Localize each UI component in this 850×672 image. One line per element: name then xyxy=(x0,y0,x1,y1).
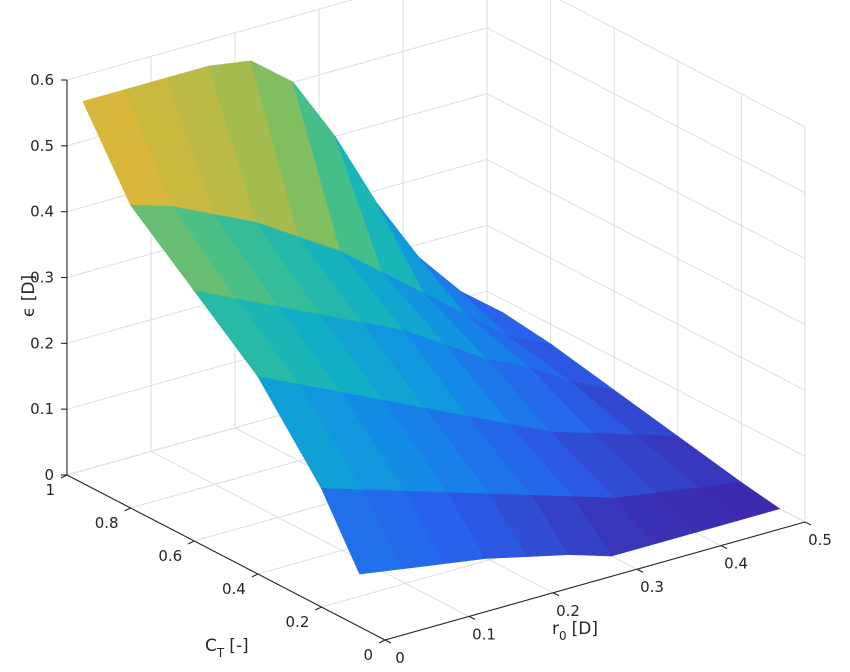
y-axis-line xyxy=(66,474,386,641)
x-tick-mark xyxy=(552,592,560,597)
x-tick-label: 0.4 xyxy=(724,555,748,573)
z-tick-label: 0.1 xyxy=(30,400,54,418)
labels-layer: ϵ [D] CT [-] r0 [D] 00.10.20.30.40.500.20.… xyxy=(19,71,832,667)
z-axis-label: ϵ [D] xyxy=(19,275,39,317)
y-tick-mark xyxy=(187,540,195,545)
y-tick-mark xyxy=(315,606,322,611)
z-tick-label: 0.4 xyxy=(30,203,54,221)
surface-layer xyxy=(82,60,781,575)
y-tick-mark xyxy=(378,639,386,644)
grid-line-z xyxy=(66,290,806,457)
x-tick-label: 0 xyxy=(395,649,405,667)
y-axis-label-unit: [-] xyxy=(229,636,248,656)
x-axis-label-main: r xyxy=(552,619,559,639)
y-tick-mark xyxy=(124,507,131,512)
axes-layer xyxy=(60,79,812,644)
y-axis-label-main: C xyxy=(205,636,217,656)
grid-line-z xyxy=(66,0,806,128)
x-tick-label: 0.2 xyxy=(556,602,580,620)
y-tick-label: 0.2 xyxy=(286,613,310,631)
y-tick-label: 0.6 xyxy=(158,547,182,565)
y-tick-label: 0.4 xyxy=(222,580,246,598)
x-tick-mark xyxy=(468,615,476,620)
z-tick-label: 0 xyxy=(44,466,54,484)
z-tick-label: 0.6 xyxy=(30,71,54,89)
x-axis-label-unit: [D] xyxy=(572,619,598,639)
y-tick-label: 0 xyxy=(363,646,373,664)
surface-patch xyxy=(698,482,781,521)
z-tick-label: 0.3 xyxy=(30,269,54,287)
x-axis-label-subscript: 0 xyxy=(559,629,567,643)
x-tick-mark xyxy=(636,568,644,573)
y-axis-label-subscript: T xyxy=(216,646,225,660)
y-tick-label: 0.8 xyxy=(95,514,119,532)
x-tick-mark xyxy=(720,545,728,550)
y-tick-mark xyxy=(251,573,259,578)
x-tick-mark xyxy=(384,639,392,644)
x-axis-line xyxy=(384,521,806,641)
x-axis-label: r0 [D] xyxy=(552,619,598,643)
z-tick-label: 0.5 xyxy=(30,137,54,155)
x-tick-label: 0.5 xyxy=(808,531,832,549)
x-tick-label: 0.3 xyxy=(640,578,664,596)
z-tick-label: 0.2 xyxy=(30,334,54,352)
x-tick-mark xyxy=(804,521,812,526)
x-tick-label: 0.1 xyxy=(472,625,496,643)
y-tick-label: 1 xyxy=(45,481,55,499)
y-axis-label: CT [-] xyxy=(205,636,249,660)
grid-line-floor-x xyxy=(150,450,470,617)
